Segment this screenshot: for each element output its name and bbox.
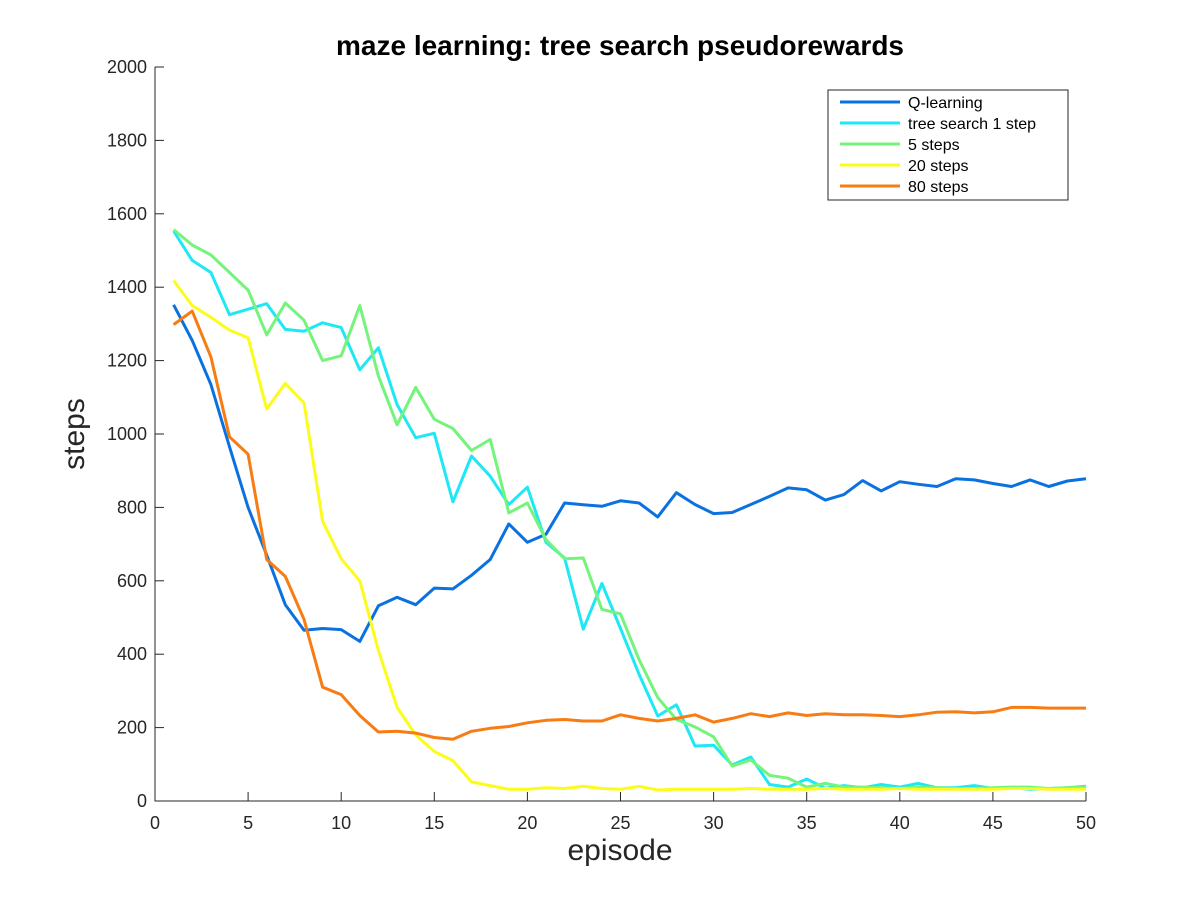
x-tick-label: 50 bbox=[1076, 813, 1096, 833]
legend-label-q-learning: Q-learning bbox=[908, 95, 983, 112]
series-line-80-steps bbox=[172, 309, 1086, 741]
x-tick-label: 40 bbox=[890, 813, 910, 833]
y-tick-label: 200 bbox=[117, 718, 147, 738]
y-tick-label: 1200 bbox=[107, 351, 147, 371]
y-tick-label: 400 bbox=[117, 644, 147, 664]
x-tick-label: 35 bbox=[797, 813, 817, 833]
y-tick-label: 600 bbox=[117, 571, 147, 591]
y-axis-ticks: 0 200 400 600 800 1000 1200 1400 1600 1800 2000 bbox=[107, 57, 164, 811]
y-tick-label: 0 bbox=[137, 791, 147, 811]
x-tick-label: 20 bbox=[517, 813, 537, 833]
x-axis-ticks: 0 5 10 15 20 25 30 35 40 45 50 bbox=[150, 792, 1096, 833]
y-tick-label: 1400 bbox=[107, 277, 147, 297]
x-tick-label: 25 bbox=[610, 813, 630, 833]
x-axis-label: episode bbox=[567, 834, 672, 867]
chart-title: maze learning: tree search pseudorewards bbox=[336, 30, 904, 61]
x-tick-label: 15 bbox=[424, 813, 444, 833]
legend: Q-learning tree search 1 step 5 steps 20 st… bbox=[827, 89, 1069, 201]
x-tick-label: 30 bbox=[704, 813, 724, 833]
y-axis-label: steps bbox=[58, 398, 91, 470]
legend-label-80-steps: 80 steps bbox=[908, 179, 968, 196]
legend-label-20-steps: 20 steps bbox=[908, 158, 968, 175]
x-tick-label: 10 bbox=[331, 813, 351, 833]
x-tick-label: 45 bbox=[983, 813, 1003, 833]
series-line-q-learning bbox=[172, 304, 1087, 643]
x-tick-label: 5 bbox=[243, 813, 253, 833]
y-tick-label: 800 bbox=[117, 497, 147, 517]
x-tick-label: 0 bbox=[150, 813, 160, 833]
series-line-5-steps bbox=[172, 228, 1087, 790]
legend-label-tree-search-1-step: tree search 1 step bbox=[908, 116, 1036, 133]
y-tick-label: 1000 bbox=[107, 424, 147, 444]
series-line-20-steps bbox=[172, 279, 1086, 792]
y-tick-label: 2000 bbox=[107, 57, 147, 77]
y-tick-label: 1800 bbox=[107, 130, 147, 150]
y-tick-label: 1600 bbox=[107, 204, 147, 224]
series-group bbox=[172, 228, 1087, 792]
legend-label-5-steps: 5 steps bbox=[908, 137, 960, 154]
